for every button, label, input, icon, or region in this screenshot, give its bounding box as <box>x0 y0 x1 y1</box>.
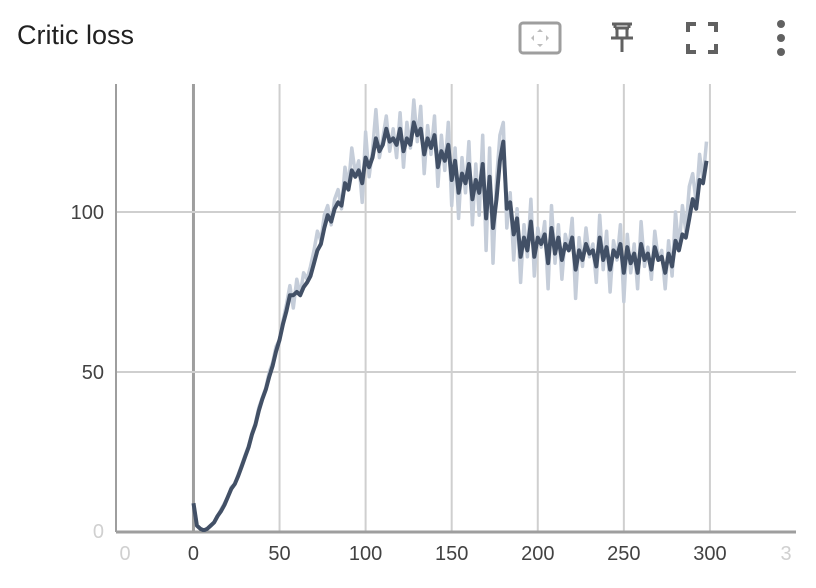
x-tick-label: 250 <box>607 543 640 565</box>
grid-lines <box>116 84 796 532</box>
fit-domain-button[interactable] <box>518 18 562 58</box>
y-tick-label-faint: 0 <box>93 521 104 543</box>
x-tick-label: 100 <box>349 543 382 565</box>
axes <box>115 84 796 534</box>
tick-labels: 0 50 100 150 200 250 300 0 3 50 100 0 <box>71 202 792 565</box>
y-tick-label: 100 <box>71 202 104 224</box>
x-tick-label: 300 <box>693 543 726 565</box>
x-tick-label: 50 <box>268 543 290 565</box>
chart-title: Critic loss <box>17 20 135 50</box>
x-tick-label-faint: 0 <box>119 543 130 565</box>
fullscreen-button[interactable] <box>680 18 724 58</box>
pin-icon <box>611 22 633 52</box>
x-tick-label: 150 <box>435 543 468 565</box>
more-vert-icon <box>777 20 785 56</box>
x-tick-label-faint: 3 <box>780 543 791 565</box>
fullscreen-icon <box>686 22 718 54</box>
fit-domain-icon <box>518 21 562 55</box>
pin-button[interactable] <box>600 18 644 58</box>
smoothed-series-line <box>191 120 709 532</box>
x-tick-label: 200 <box>521 543 554 565</box>
more-options-button[interactable] <box>759 18 803 58</box>
y-tick-label: 50 <box>82 362 104 384</box>
series-layer <box>191 98 709 532</box>
x-tick-label: 0 <box>188 543 199 565</box>
chart-toolbar <box>0 16 816 60</box>
